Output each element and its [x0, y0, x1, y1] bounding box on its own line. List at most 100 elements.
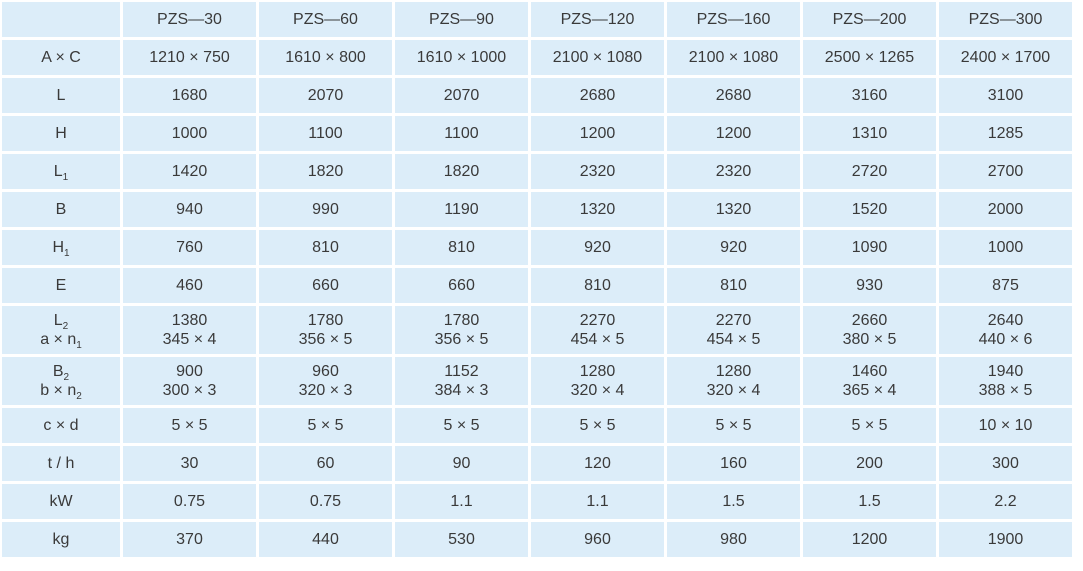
- table-cell: 810: [531, 268, 664, 303]
- table-row: E 460 660 660 810 810 930 875: [2, 268, 1072, 303]
- table-cell: 1820: [395, 154, 528, 189]
- table-cell: 1200: [531, 116, 664, 151]
- cell-value: 2700: [987, 163, 1024, 180]
- cell-value: 2100 × 1080: [552, 49, 643, 66]
- table-cell: 930: [803, 268, 936, 303]
- table-cell: 2100 × 1080: [667, 40, 800, 75]
- cell-value: 5 × 5: [715, 417, 752, 434]
- table-cell: 120: [531, 446, 664, 481]
- table-row: H 1000 1100 1100 1200 1200 1310 1285: [2, 116, 1072, 151]
- cell-value: 345 × 4: [162, 331, 217, 348]
- table-cell: 980: [667, 522, 800, 557]
- table-cell: 530: [395, 522, 528, 557]
- table-cell: 2500 × 1265: [803, 40, 936, 75]
- table-row: kW 0.75 0.75 1.1 1.1 1.5 1.5 2.2: [2, 484, 1072, 519]
- cell-value: 1280: [579, 363, 616, 380]
- row-label-line: A × C: [2, 48, 120, 67]
- cell-value: 530: [448, 531, 475, 548]
- cell-value: 760: [176, 239, 203, 256]
- table-cell: 5 × 5: [667, 408, 800, 443]
- cell-value: 875: [992, 277, 1019, 294]
- header-row: PZS—30 PZS—60 PZS—90 PZS—120 PZS—160 PZS—200 P…: [2, 2, 1072, 37]
- cell-value: 1000: [987, 239, 1024, 256]
- cell-value: 660: [312, 277, 339, 294]
- cell-value: 0.75: [173, 493, 206, 510]
- table-cell: 1000: [123, 116, 256, 151]
- cell-value: 0.75: [309, 493, 342, 510]
- cell-value: 900: [176, 363, 203, 380]
- cell-value: 2640: [987, 312, 1024, 329]
- cell-value: 2070: [307, 87, 344, 104]
- table-cell: 200: [803, 446, 936, 481]
- table-cell: 2270 454 × 5: [531, 306, 664, 354]
- table-cell: 2000: [939, 192, 1072, 227]
- row-label-line: E: [2, 276, 120, 295]
- table-cell: 1780 356 × 5: [395, 306, 528, 354]
- cell-value: 90: [452, 455, 471, 472]
- cell-value: 1420: [171, 163, 208, 180]
- table-cell: 1680: [123, 78, 256, 113]
- row-label-line: kW: [2, 492, 120, 511]
- row-label: B2 b × n2: [2, 357, 120, 405]
- row-label-line: c × d: [2, 416, 120, 435]
- table-cell: 2100 × 1080: [531, 40, 664, 75]
- row-label-line: L: [2, 86, 120, 105]
- cell-value: 1940: [987, 363, 1024, 380]
- cell-value: 384 × 3: [434, 382, 489, 399]
- cell-value: 1900: [987, 531, 1024, 548]
- cell-value: 1200: [715, 125, 752, 142]
- cell-value: 2680: [579, 87, 616, 104]
- table-cell: 2400 × 1700: [939, 40, 1072, 75]
- row-label: t / h: [2, 446, 120, 481]
- cell-value: 1320: [579, 201, 616, 218]
- table-cell: 2320: [531, 154, 664, 189]
- cell-value: 320 × 4: [706, 382, 761, 399]
- cell-value: 1520: [851, 201, 888, 218]
- row-label: H: [2, 116, 120, 151]
- column-header: PZS—60: [259, 2, 392, 37]
- row-label-line: L1: [2, 162, 120, 183]
- table-row: c × d 5 × 5 5 × 5 5 × 5 5 × 5 5 × 5 5 × 5 10 × …: [2, 408, 1072, 443]
- label-text: kW: [49, 493, 73, 510]
- cell-value: 810: [720, 277, 747, 294]
- cell-value: 810: [584, 277, 611, 294]
- cell-value: 810: [312, 239, 339, 256]
- cell-value: 2100 × 1080: [688, 49, 779, 66]
- table-cell: 1.1: [395, 484, 528, 519]
- row-label-line: B2: [2, 362, 120, 383]
- table-cell: 2270 454 × 5: [667, 306, 800, 354]
- column-header: PZS—200: [803, 2, 936, 37]
- label-text: b × n: [40, 382, 77, 399]
- cell-value: 2720: [851, 163, 888, 180]
- row-label-line: a × n1: [2, 330, 120, 351]
- cell-value: 1680: [171, 87, 208, 104]
- row-label: L1: [2, 154, 120, 189]
- column-header: PZS—300: [939, 2, 1072, 37]
- cell-value: 30: [180, 455, 199, 472]
- table-cell: 5 × 5: [803, 408, 936, 443]
- cell-value: 10 × 10: [978, 417, 1033, 434]
- cell-value: 440: [312, 531, 339, 548]
- table-cell: 2680: [531, 78, 664, 113]
- label-subscript: 1: [64, 248, 70, 259]
- cell-value: 930: [856, 277, 883, 294]
- table-cell: 660: [259, 268, 392, 303]
- table-cell: 2720: [803, 154, 936, 189]
- label-text: L: [53, 312, 63, 329]
- table-cell: 1100: [259, 116, 392, 151]
- table-row: t / h 30 60 90 120 160 200 300: [2, 446, 1072, 481]
- table-cell: 1320: [667, 192, 800, 227]
- cell-value: 2320: [715, 163, 752, 180]
- table-cell: 1820: [259, 154, 392, 189]
- table-cell: 810: [667, 268, 800, 303]
- cell-value: 920: [584, 239, 611, 256]
- label-text: H: [52, 239, 64, 256]
- table-row: L2 a × n1 1380 345 × 4 1780 356 × 5 1780 356 × …: [2, 306, 1072, 354]
- cell-value: 388 × 5: [978, 382, 1033, 399]
- table-cell: 5 × 5: [259, 408, 392, 443]
- row-label-line: H: [2, 124, 120, 143]
- table-cell: 3160: [803, 78, 936, 113]
- cell-value: 1820: [307, 163, 344, 180]
- table-cell: 1460 365 × 4: [803, 357, 936, 405]
- table-cell: 1520: [803, 192, 936, 227]
